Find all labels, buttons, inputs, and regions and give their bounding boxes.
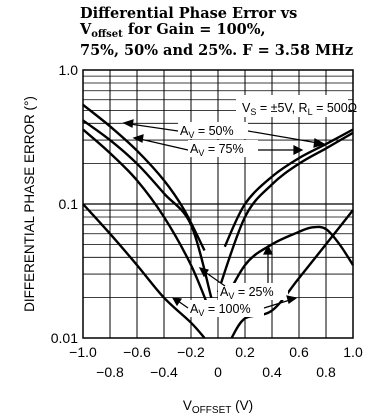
arrow-100-right (263, 299, 291, 309)
series-curve-0-segment-1 (223, 128, 354, 248)
x-tick-label: −0.4 (150, 364, 178, 380)
x-tick-label: 0 (214, 364, 222, 380)
x-tick-label: −0.2 (177, 344, 205, 360)
x-tick-label: 0.6 (289, 344, 309, 360)
arrowhead-25-up (263, 244, 273, 255)
series-curve-2-segment-0 (82, 203, 206, 339)
series-curve-3-segment-0 (82, 128, 213, 315)
data-curves (82, 103, 355, 339)
arrow-50-left (129, 123, 179, 132)
x-tick-label: 0.8 (316, 364, 336, 380)
title-line-1: Differential Phase Error vs (80, 5, 298, 22)
x-tick-label: −1.0 (69, 344, 97, 360)
y-tick-label: 1.0 (59, 62, 79, 78)
arrow-100-left (177, 300, 189, 309)
x-tick-label: 0.4 (262, 364, 282, 380)
label-arrows (122, 119, 326, 309)
tick-labels: −1.0 −0.6 −0.2 0.2 0.6 1.0 −0.8 −0.4 0 0.4 0.8 1.0 0… (51, 62, 363, 380)
label-bg-75 (188, 140, 258, 157)
label-av-50: AV = 50% (180, 124, 234, 140)
condition-box (236, 95, 348, 117)
arrowhead-50-right (313, 138, 326, 148)
x-tick-label: −0.6 (123, 344, 151, 360)
label-bg-100 (188, 300, 264, 317)
label-av-25: AV = 25% (220, 285, 274, 301)
series-curve-1-segment-0 (82, 119, 213, 299)
y-tick-label: 0.01 (51, 330, 78, 346)
series-curve-0-segment-0 (82, 103, 206, 252)
arrowhead-75-right (293, 145, 304, 155)
arrow-75-left (139, 138, 189, 151)
arrowhead-50-left (122, 119, 134, 128)
y-tick-label: 0.1 (59, 196, 79, 212)
y-axis-title: DIFFERENTIAL PHASE ERROR (°) (22, 96, 37, 312)
arrowhead-75-left (132, 134, 144, 143)
label-av-100: AV = 100% (190, 302, 251, 318)
title-line-2: Voffset for Gain = 100%, (80, 21, 266, 41)
arrow-50-right (247, 130, 319, 144)
x-axis-title: VOFFSET (V) (183, 398, 253, 416)
title-line-3: 75%, 50% and 25%. F = 3.58 MHz (80, 42, 354, 59)
label-bg-50 (178, 122, 248, 139)
arrowhead-100-left (171, 297, 183, 307)
arrow-25-left (204, 271, 226, 287)
series-curve-1-segment-1 (216, 131, 354, 293)
condition-label: VS = ±5V, RL = 500Ω (242, 101, 357, 117)
label-bg-25 (218, 283, 288, 300)
label-av-75: AV = 75% (190, 142, 244, 158)
arrowhead-25-left (198, 267, 209, 278)
chart-title: Differential Phase Error vs Voffset for … (80, 6, 370, 59)
x-tick-label: 0.2 (235, 344, 255, 360)
arrowhead-100-right (286, 295, 298, 304)
series-curve-3-segment-1 (216, 225, 355, 315)
x-tick-label: −0.8 (96, 364, 124, 380)
x-tick-label: 1.0 (343, 344, 363, 360)
